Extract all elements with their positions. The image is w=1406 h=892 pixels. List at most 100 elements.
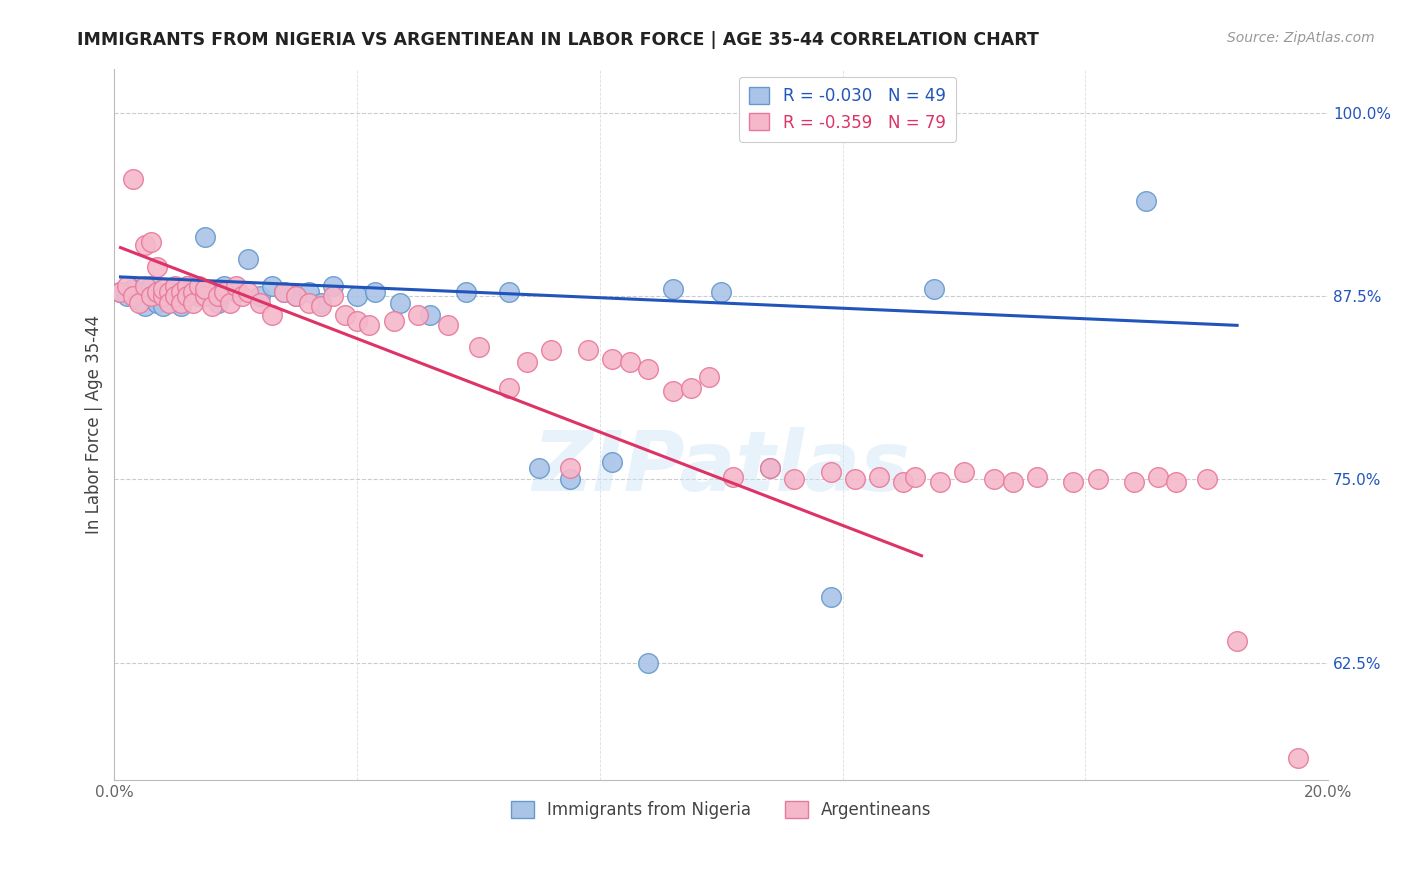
Point	[844, 472, 866, 486]
Legend: Immigrants from Nigeria, Argentineans: Immigrants from Nigeria, Argentineans	[503, 794, 939, 825]
Point	[529, 460, 551, 475]
Point	[498, 381, 520, 395]
Point	[437, 318, 460, 333]
Point	[922, 282, 945, 296]
Point	[637, 656, 659, 670]
Point	[498, 285, 520, 299]
Point	[1001, 475, 1024, 490]
Point	[134, 285, 156, 299]
Point	[157, 285, 180, 299]
Point	[637, 362, 659, 376]
Point	[176, 278, 198, 293]
Point	[285, 289, 308, 303]
Point	[697, 369, 720, 384]
Point	[231, 289, 253, 303]
Point	[558, 460, 581, 475]
Point	[1147, 469, 1170, 483]
Point	[904, 469, 927, 483]
Point	[207, 296, 229, 310]
Point	[419, 308, 441, 322]
Point	[285, 289, 308, 303]
Point	[600, 455, 623, 469]
Point	[558, 472, 581, 486]
Point	[249, 296, 271, 310]
Point	[364, 285, 387, 299]
Point	[1087, 472, 1109, 486]
Point	[297, 285, 319, 299]
Point	[176, 289, 198, 303]
Point	[200, 285, 222, 299]
Point	[212, 278, 235, 293]
Point	[983, 472, 1005, 486]
Point	[576, 343, 599, 358]
Point	[516, 355, 538, 369]
Point	[661, 282, 683, 296]
Point	[165, 289, 187, 303]
Point	[891, 475, 914, 490]
Point	[218, 296, 240, 310]
Point	[333, 308, 356, 322]
Point	[170, 299, 193, 313]
Point	[467, 340, 489, 354]
Point	[820, 590, 842, 604]
Point	[110, 285, 132, 299]
Point	[759, 460, 782, 475]
Point	[820, 465, 842, 479]
Point	[619, 355, 641, 369]
Point	[110, 285, 132, 299]
Point	[146, 296, 169, 310]
Point	[181, 282, 204, 296]
Point	[115, 278, 138, 293]
Point	[723, 469, 745, 483]
Point	[249, 289, 271, 303]
Point	[273, 285, 295, 299]
Point	[128, 293, 150, 308]
Point	[322, 289, 344, 303]
Point	[194, 289, 217, 303]
Point	[783, 472, 806, 486]
Point	[262, 278, 284, 293]
Y-axis label: In Labor Force | Age 35-44: In Labor Force | Age 35-44	[86, 315, 103, 534]
Point	[188, 278, 211, 293]
Point	[152, 289, 174, 303]
Point	[134, 278, 156, 293]
Point	[309, 299, 332, 313]
Text: IMMIGRANTS FROM NIGERIA VS ARGENTINEAN IN LABOR FORCE | AGE 35-44 CORRELATION CH: IMMIGRANTS FROM NIGERIA VS ARGENTINEAN I…	[77, 31, 1039, 49]
Text: ZIPatlas: ZIPatlas	[533, 426, 910, 508]
Point	[121, 282, 143, 296]
Point	[146, 285, 169, 299]
Point	[152, 299, 174, 313]
Point	[1123, 475, 1146, 490]
Point	[181, 296, 204, 310]
Point	[225, 278, 247, 293]
Point	[170, 285, 193, 299]
Point	[928, 475, 950, 490]
Point	[388, 296, 411, 310]
Point	[134, 237, 156, 252]
Point	[194, 282, 217, 296]
Point	[540, 343, 562, 358]
Point	[1135, 194, 1157, 208]
Point	[868, 469, 890, 483]
Point	[710, 285, 733, 299]
Point	[600, 352, 623, 367]
Text: Source: ZipAtlas.com: Source: ZipAtlas.com	[1227, 31, 1375, 45]
Point	[139, 289, 162, 303]
Point	[1062, 475, 1084, 490]
Point	[139, 235, 162, 249]
Point	[170, 296, 193, 310]
Point	[273, 285, 295, 299]
Point	[382, 314, 405, 328]
Point	[115, 289, 138, 303]
Point	[188, 289, 211, 303]
Point	[200, 299, 222, 313]
Point	[121, 289, 143, 303]
Point	[165, 289, 187, 303]
Point	[181, 285, 204, 299]
Point	[1195, 472, 1218, 486]
Point	[759, 460, 782, 475]
Point	[953, 465, 976, 479]
Point	[322, 278, 344, 293]
Point	[661, 384, 683, 399]
Point	[1166, 475, 1188, 490]
